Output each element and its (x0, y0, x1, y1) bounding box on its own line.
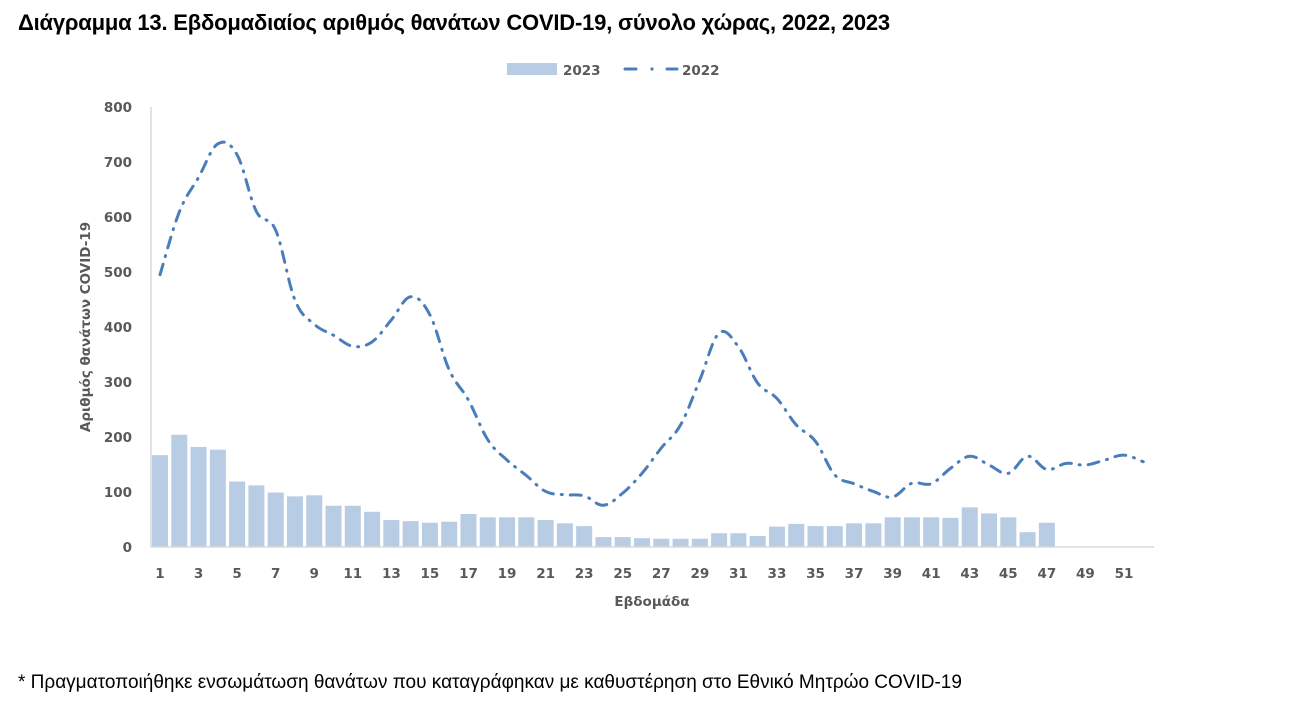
bar (460, 514, 477, 547)
y-tick-label: 0 (123, 540, 132, 556)
bar (518, 517, 535, 547)
chart-title: Διάγραμμα 13. Εβδομαδιαίος αριθμός θανάτ… (18, 10, 890, 35)
x-tick-label: 39 (883, 566, 902, 582)
bar (576, 526, 593, 547)
bar (499, 517, 516, 547)
x-tick-label: 19 (498, 566, 517, 582)
bar (248, 485, 265, 547)
bar (383, 520, 400, 547)
bar (1000, 517, 1017, 547)
y-tick-label: 800 (104, 100, 132, 116)
bar (595, 537, 612, 547)
x-tick-label: 31 (729, 566, 748, 582)
x-tick-label: 29 (690, 566, 709, 582)
bar (749, 536, 766, 547)
footnote: * Πραγματοποιήθηκε ενσωμάτωση θανάτων πο… (18, 672, 962, 693)
legend-label-2023: 2023 (563, 63, 601, 79)
bar (807, 526, 824, 547)
x-tick-label: 5 (232, 566, 241, 582)
bar (209, 449, 226, 547)
bar (364, 511, 381, 547)
bar (402, 521, 419, 547)
x-tick-label: 27 (652, 566, 671, 582)
bar (229, 481, 246, 547)
legend-bar-swatch-icon (507, 63, 557, 75)
bar (479, 517, 496, 547)
bar (171, 434, 188, 547)
bar (634, 538, 650, 547)
bar (691, 538, 708, 547)
bar (1038, 522, 1055, 547)
bar (923, 517, 940, 547)
legend-label-2022: 2022 (682, 63, 720, 79)
y-tick-label: 700 (104, 155, 132, 171)
x-tick-label: 1 (155, 566, 164, 582)
y-tick-label: 200 (104, 430, 132, 446)
legend: 2023 2022 (507, 63, 720, 79)
x-tick-label: 15 (421, 566, 440, 582)
bars-2023 (152, 434, 1055, 547)
bar (846, 523, 863, 547)
line-2022 (158, 140, 1145, 507)
x-axis-label: Εβδομάδα (614, 594, 689, 610)
y-tick-label: 500 (104, 265, 132, 281)
x-tick-label: 7 (271, 566, 280, 582)
y-tick-label: 400 (104, 320, 132, 336)
x-tick-label: 49 (1076, 566, 1095, 582)
bar (653, 538, 670, 547)
bar (344, 505, 361, 547)
y-axis-label: Αριθμός θανάτων COVID-19 (78, 222, 94, 432)
bar (865, 523, 882, 547)
x-axis: 1 3 5 7 9 11 13 15 17 19 21 23 25 27 29 31 33 35 37 39 41 43 4… (151, 546, 1154, 582)
bar (768, 526, 785, 547)
bar (556, 523, 573, 547)
x-tick-label: 17 (459, 566, 478, 582)
bar (421, 522, 438, 547)
bar (1019, 532, 1036, 547)
bar (190, 446, 207, 547)
bar (826, 526, 843, 547)
x-tick-label: 47 (1037, 566, 1056, 582)
x-tick-label: 45 (999, 566, 1018, 582)
x-tick-label: 43 (960, 566, 979, 582)
bar (961, 507, 978, 547)
x-tick-label: 35 (806, 566, 825, 582)
x-tick-label: 33 (768, 566, 787, 582)
x-tick-label: 51 (1115, 566, 1134, 582)
bar (672, 538, 689, 547)
bar (306, 495, 323, 547)
bar (730, 533, 747, 547)
bar (788, 523, 805, 547)
x-tick-label: 11 (343, 566, 362, 582)
bar (614, 537, 631, 547)
bar (942, 517, 959, 547)
bar (903, 517, 920, 547)
y-tick-label: 300 (104, 375, 132, 391)
x-tick-label: 41 (922, 566, 941, 582)
y-axis: 0 100 200 300 400 500 600 700 800 (104, 100, 152, 556)
bar (152, 455, 168, 547)
bar (711, 533, 728, 547)
bar (267, 492, 284, 547)
x-tick-label: 3 (194, 566, 203, 582)
bar (325, 505, 342, 547)
bar (884, 517, 901, 547)
x-tick-label: 37 (845, 566, 864, 582)
line-2022-path (158, 140, 1145, 507)
y-tick-label: 100 (104, 485, 132, 501)
x-tick-label: 13 (382, 566, 401, 582)
bar (981, 513, 998, 547)
x-tick-label: 21 (536, 566, 555, 582)
x-tick-label: 23 (575, 566, 594, 582)
bar (537, 520, 554, 547)
x-tick-label: 9 (310, 566, 319, 582)
bar (286, 496, 303, 547)
x-tick-label: 25 (613, 566, 632, 582)
bar (441, 521, 458, 547)
y-tick-label: 600 (104, 210, 132, 226)
